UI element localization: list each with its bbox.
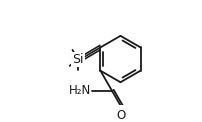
- Text: Si: Si: [72, 53, 83, 66]
- Text: H₂N: H₂N: [69, 84, 91, 97]
- Text: O: O: [116, 109, 125, 122]
